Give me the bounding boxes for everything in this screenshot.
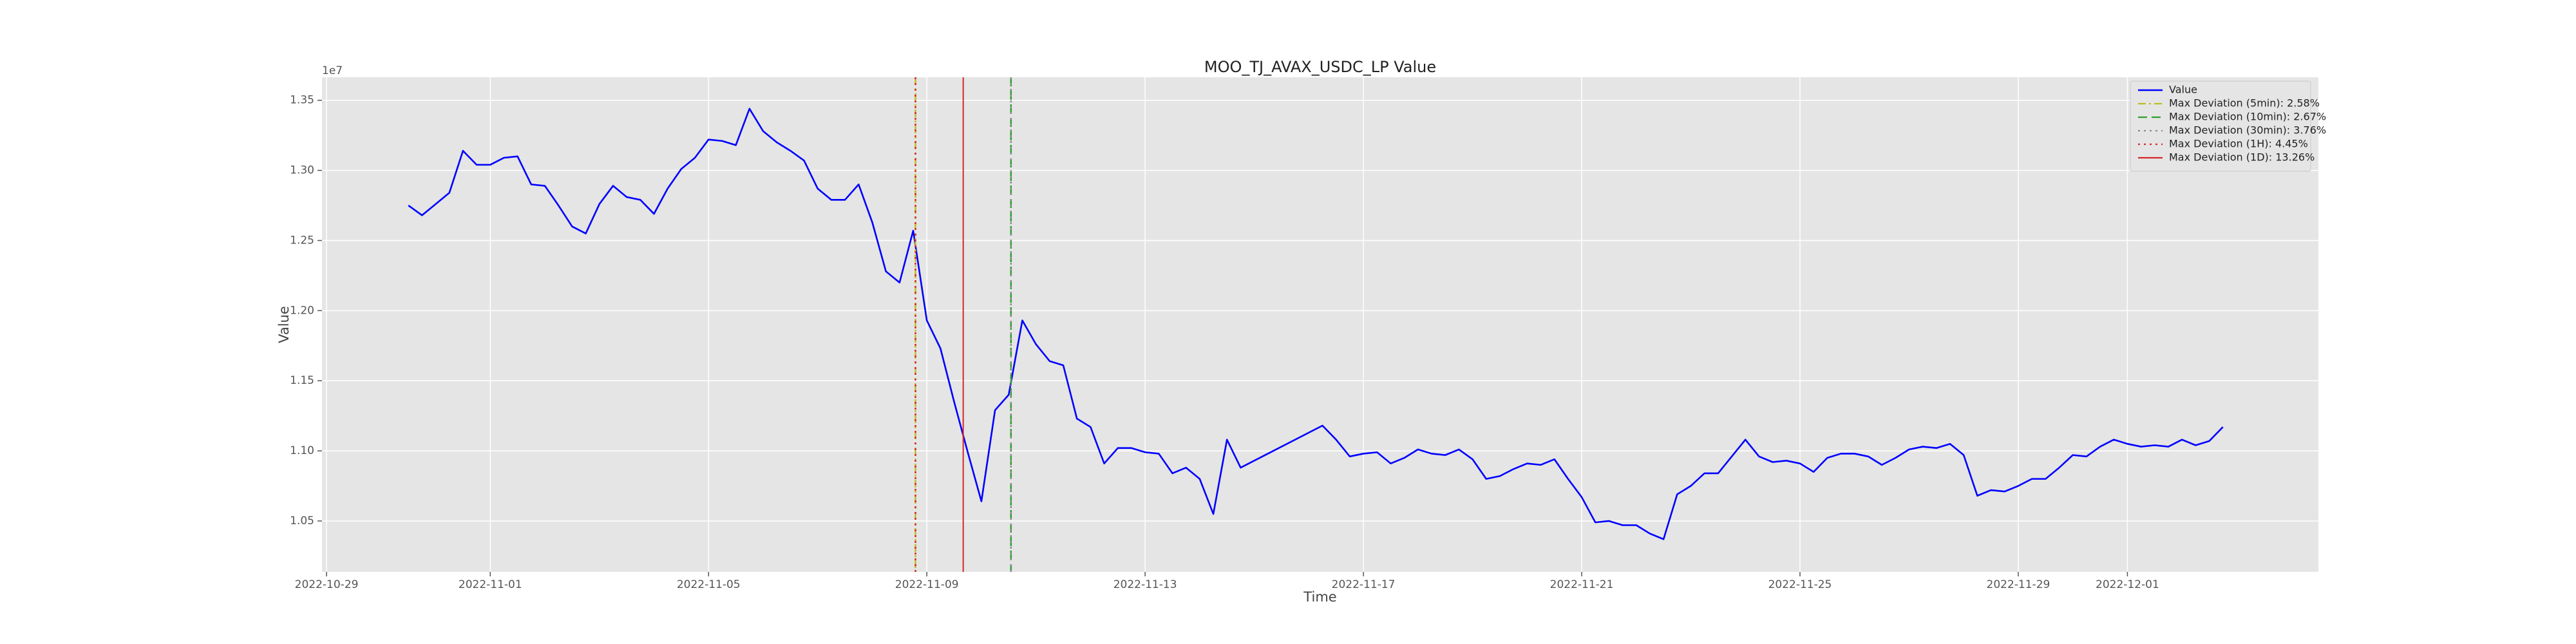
y-tick-label: 1.25 xyxy=(290,234,314,247)
x-tick-label: 2022-11-17 xyxy=(1332,578,1396,591)
y-tick-label: 1.30 xyxy=(290,164,314,177)
chart-title: MOO_TJ_AVAX_USDC_LP Value xyxy=(1204,58,1436,76)
legend-label: Max Deviation (30min): 3.76% xyxy=(2169,124,2326,137)
x-tick-label: 2022-11-21 xyxy=(1550,578,1614,591)
x-tick-label: 2022-11-05 xyxy=(677,578,741,591)
x-tick-label: 2022-12-01 xyxy=(2096,578,2159,591)
legend-label: Max Deviation (10min): 2.67% xyxy=(2169,111,2326,123)
y-axis-label: Value xyxy=(276,306,292,343)
y-tick-label: 1.35 xyxy=(290,94,314,107)
x-tick-label: 2022-11-25 xyxy=(1768,578,1832,591)
x-axis-label: Time xyxy=(1303,589,1336,605)
plot-area xyxy=(322,77,2318,572)
legend-box xyxy=(2130,80,2311,172)
line-series xyxy=(408,108,2224,540)
x-tick-label: 2022-11-01 xyxy=(459,578,522,591)
y-offset-label: 1e7 xyxy=(322,64,343,77)
x-tick-label: 2022-10-29 xyxy=(295,578,359,591)
x-tick-label: 2022-11-13 xyxy=(1113,578,1177,591)
x-tick-label: 2022-11-09 xyxy=(895,578,959,591)
legend-label: Max Deviation (5min): 2.58% xyxy=(2169,97,2320,109)
y-tick-label: 1.15 xyxy=(290,374,314,387)
legend-label: Value xyxy=(2169,84,2197,96)
legend-label: Max Deviation (1D): 13.26% xyxy=(2169,151,2315,164)
legend-label: Max Deviation (1H): 4.45% xyxy=(2169,138,2308,150)
y-tick-label: 1.20 xyxy=(290,304,314,317)
y-tick-label: 1.05 xyxy=(290,515,314,527)
y-tick-label: 1.10 xyxy=(290,444,314,457)
x-tick-label: 2022-11-29 xyxy=(1987,578,2050,591)
